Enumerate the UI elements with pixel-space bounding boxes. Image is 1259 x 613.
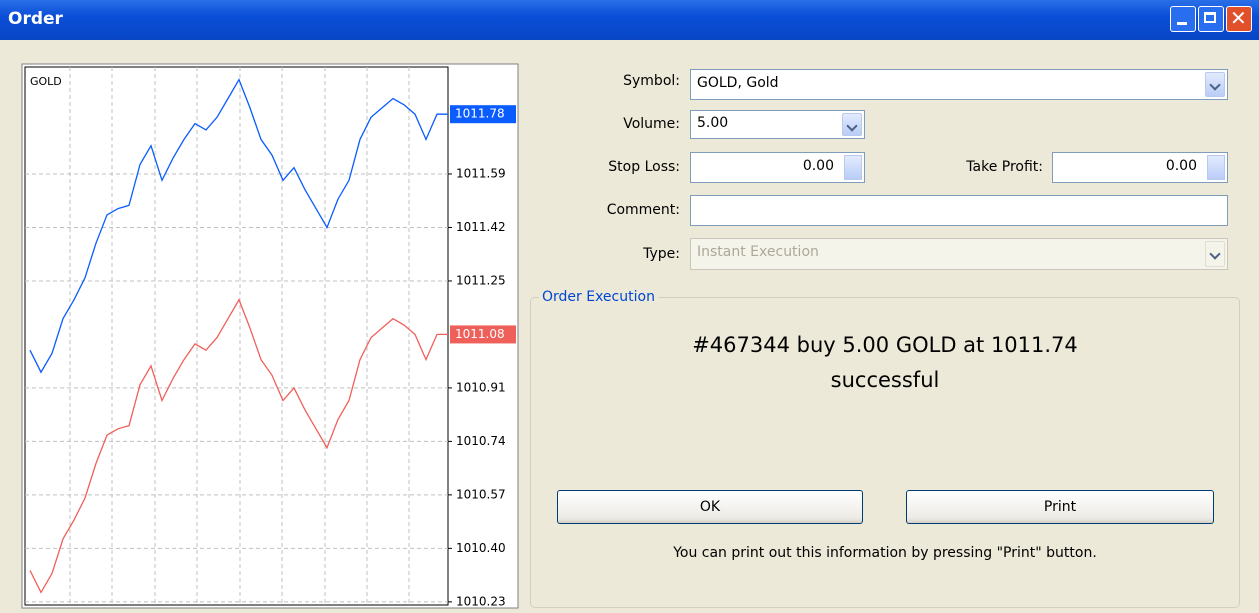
- execution-message: #467344 buy 5.00 GOLD at 1011.74: [692, 333, 1078, 357]
- ok-button[interactable]: OK: [557, 490, 863, 524]
- price-label-box: [450, 105, 516, 124]
- stop-loss-input[interactable]: 0.00: [690, 152, 865, 183]
- chart-symbol: GOLD: [30, 75, 62, 88]
- maximize-button[interactable]: [1198, 6, 1224, 32]
- volume-value: 5.00: [697, 115, 729, 131]
- symbol-label: Symbol:: [623, 73, 680, 89]
- symbol-value: GOLD, Gold: [697, 75, 779, 91]
- symbol-select[interactable]: GOLD, Gold: [690, 69, 1228, 100]
- comment-label: Comment:: [606, 202, 680, 218]
- take-profit-value: 0.00: [1165, 158, 1197, 174]
- execution-group: [530, 297, 1240, 608]
- y-tick-label: 1011.25: [456, 273, 506, 287]
- type-value: Instant Execution: [697, 244, 819, 260]
- y-tick-label: 1010.23: [456, 594, 506, 608]
- plot-area: [24, 66, 449, 606]
- volume-label: Volume:: [623, 116, 680, 132]
- y-tick-label: 1010.40: [456, 541, 506, 555]
- close-button[interactable]: ✕: [1226, 6, 1252, 32]
- type-label: Type:: [643, 246, 680, 262]
- y-tick-label: 1010.74: [456, 434, 506, 448]
- comment-input[interactable]: [690, 195, 1228, 226]
- y-tick-label: 1010.57: [456, 487, 506, 501]
- take-profit-input[interactable]: 0.00: [1052, 152, 1228, 183]
- execution-legend: Order Execution: [539, 289, 658, 305]
- take-profit-label: Take Profit:: [966, 159, 1043, 175]
- volume-select[interactable]: 5.00: [690, 110, 865, 139]
- price-label-box: [450, 325, 516, 344]
- y-tick-label: 1011.59: [456, 166, 506, 180]
- y-tick-label: 1010.91: [456, 380, 506, 394]
- price-chart: GOLD 1011.59 1011.42 1011.25 1010.91 1010.74…: [21, 63, 519, 609]
- stop-loss-value: 0.00: [802, 158, 834, 174]
- y-tick-label: 1011.42: [456, 220, 506, 234]
- price-label: 1011.08: [455, 327, 505, 341]
- stop-loss-label: Stop Loss:: [608, 159, 680, 175]
- window-title: Order: [8, 9, 63, 29]
- minimize-button[interactable]: [1170, 6, 1196, 32]
- title-bar: Order ✕: [0, 0, 1259, 40]
- execution-status: successful: [830, 368, 940, 392]
- print-button[interactable]: Print: [906, 490, 1214, 524]
- price-line: [29, 78, 448, 374]
- hint-text: You can print out this information by pr…: [673, 545, 1097, 561]
- price-label: 1011.78: [455, 107, 505, 121]
- type-select: Instant Execution: [690, 238, 1228, 270]
- price-line: [29, 298, 448, 594]
